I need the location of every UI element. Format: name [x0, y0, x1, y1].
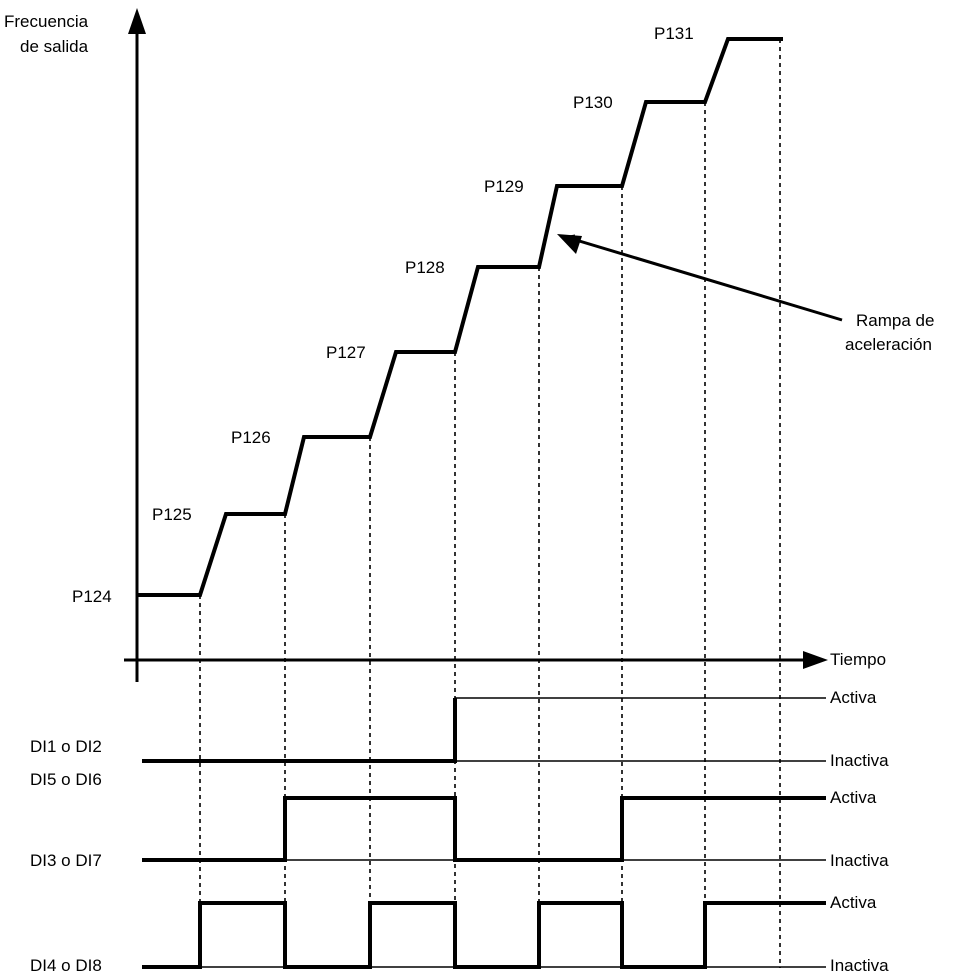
ramp-annotation-line1: Rampa de: [856, 311, 934, 330]
signal1-name: DI1 o DI2: [30, 737, 102, 756]
step-label-p127: P127: [326, 343, 366, 362]
signal2-active-label: Activa: [830, 788, 877, 807]
signal2-alt-name: DI5 o DI6: [30, 770, 102, 789]
step-label-p124: P124: [72, 587, 112, 606]
signal3-inactive-label: Inactiva: [830, 956, 889, 973]
step-label-p130: P130: [573, 93, 613, 112]
signal3-waveform: [142, 901, 826, 969]
y-axis-label-line2: de salida: [20, 37, 89, 56]
step-label-p126: P126: [231, 428, 271, 447]
ramp-arrowhead: [557, 234, 582, 254]
signal1-active-label: Activa: [830, 688, 877, 707]
y-axis-arrowhead: [128, 8, 146, 34]
signal1-waveform: [142, 698, 457, 763]
frequency-staircase: [137, 37, 783, 597]
step-label-p131: P131: [654, 24, 694, 43]
ramp-annotation-line2: aceleración: [845, 335, 932, 354]
ramp-annotation-arrow: [564, 234, 843, 322]
signal2-waveform: [142, 796, 826, 862]
x-axis-arrowhead: [803, 651, 828, 669]
step-label-p128: P128: [405, 258, 445, 277]
signal1-inactive-label: Inactiva: [830, 751, 889, 770]
signal2-inactive-label: Inactiva: [830, 851, 889, 870]
signal3-active-label: Activa: [830, 893, 877, 912]
signal2-name: DI3 o DI7: [30, 851, 102, 870]
x-axis-label: Tiempo: [830, 650, 886, 669]
step-label-p125: P125: [152, 505, 192, 524]
y-axis-label-line1: Frecuencia: [4, 12, 89, 31]
step-label-p129: P129: [484, 177, 524, 196]
signal3-name: DI4 o DI8: [30, 956, 102, 973]
